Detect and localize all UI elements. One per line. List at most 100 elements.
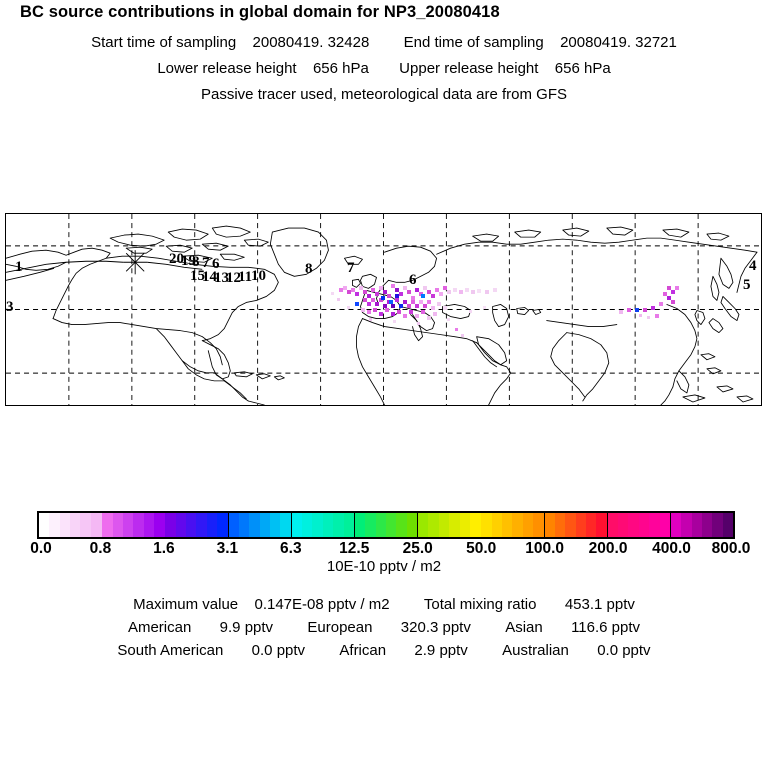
colorbar-step [670, 513, 682, 537]
colorbar-tick-label: 100.0 [525, 540, 565, 557]
sampling-time-row: Start time of sampling 20080419. 32428 E… [0, 34, 768, 51]
max-value-value: 0.147E-08 pptv / m2 [254, 596, 390, 613]
release-height-row: Lower release height 656 hPa Upper relea… [0, 60, 768, 77]
start-time-value: 20080419. 32428 [252, 34, 370, 51]
colorbar-step [554, 513, 566, 537]
colorbar-step [522, 513, 534, 537]
colorbar-step [607, 513, 619, 537]
colorbar-tick-label: 0.8 [89, 540, 112, 557]
colorbar-tick-label: 200.0 [588, 540, 628, 557]
max-value-label: Maximum value [133, 596, 239, 613]
end-time-label: End time of sampling [403, 34, 544, 51]
colorbar-step [722, 513, 734, 537]
colorbar-step [469, 513, 481, 537]
colorbar-tick-label: 25.0 [402, 540, 433, 557]
colorbar-step [596, 513, 608, 537]
trajectory-label: 19 [181, 253, 196, 269]
end-time-value: 20080419. 32721 [560, 34, 677, 51]
colorbar-step [154, 513, 165, 537]
colorbar-step [49, 513, 61, 537]
colorbar-step [259, 513, 271, 537]
colorbar-step [39, 513, 50, 537]
colorbar-step [333, 513, 344, 537]
colorbar-step [459, 513, 471, 537]
concentration-plume [6, 214, 761, 405]
colorbar-step [638, 513, 650, 537]
colorbar-segment [418, 513, 482, 537]
colorbar-segment [165, 513, 229, 537]
colorbar-segment [228, 513, 292, 537]
colorbar-tick-label: 50.0 [466, 540, 497, 557]
upper-height-label: Upper release height [399, 60, 539, 77]
colorbar-step [575, 513, 587, 537]
colorbar-step [418, 513, 429, 537]
colorbar-step [112, 513, 124, 537]
colorbar-step [585, 513, 597, 537]
colorbar-step [396, 513, 408, 537]
colorbar-step [428, 513, 440, 537]
region-label-australian: Australian [502, 642, 569, 659]
trajectory-label: 3 [6, 299, 14, 315]
colorbar-segment [481, 513, 545, 537]
upper-height-value: 656 hPa [554, 60, 611, 77]
map-svg [6, 214, 761, 405]
colorbar-segment [291, 513, 355, 537]
tracer-note: Passive tracer used, meteorological data… [201, 86, 567, 103]
stats-row-regions-1: American 9.9 pptv European 320.3 pptv As… [0, 619, 768, 636]
colorbar-step [122, 513, 134, 537]
colorbar-step [354, 513, 366, 537]
colorbar-tick-label: 12.5 [339, 540, 370, 557]
trajectory-label: 12 [226, 270, 241, 286]
colorbar-step [186, 513, 197, 537]
colorbar-step [270, 513, 281, 537]
trajectory-label: 20 [169, 251, 184, 267]
colorbar-gradient [37, 511, 735, 539]
trajectory-label: 8 [192, 254, 200, 270]
region-value-american: 9.9 pptv [219, 619, 274, 636]
colorbar-segment [39, 513, 103, 537]
lower-height-label: Lower release height [157, 60, 297, 77]
colorbar-step [618, 513, 629, 537]
trajectory-label: 5 [743, 277, 751, 293]
colorbar-step [533, 513, 544, 537]
region-label-american: American [127, 619, 192, 636]
world-map-panel: 1 3 20 19 8 7 6 15 14 13 12 11 10 8 7 6 … [5, 213, 762, 406]
colorbar-step [165, 513, 177, 537]
colorbar-tick-label: 3.1 [216, 540, 239, 557]
region-label-south-american: South American [117, 642, 224, 659]
colorbar-step [449, 513, 460, 537]
colorbar: 0.0 0.8 1.6 3.1 6.3 12.5 25.0 50.0 100.0 200.0 400… [30, 511, 750, 557]
trajectory-label: 13 [214, 270, 229, 286]
trajectory-label: 4 [749, 258, 757, 274]
colorbar-step [206, 513, 218, 537]
colorbar-step [438, 513, 450, 537]
stats-row-regions-2: South American 0.0 pptv African 2.9 pptv… [0, 642, 768, 659]
colorbar-segment [670, 513, 734, 537]
colorbar-step [512, 513, 524, 537]
region-value-asian: 116.6 pptv [571, 619, 641, 636]
colorbar-segment [102, 513, 166, 537]
colorbar-step [375, 513, 387, 537]
colorbar-step [133, 513, 145, 537]
trajectory-label: 15 [190, 268, 205, 284]
colorbar-step [175, 513, 187, 537]
colorbar-step [80, 513, 92, 537]
trajectory-label: 1 [15, 259, 23, 275]
colorbar-step [217, 513, 228, 537]
trajectory-path [6, 260, 203, 281]
start-time-label: Start time of sampling [91, 34, 237, 51]
colorbar-tick-label: 400.0 [652, 540, 691, 557]
region-value-african: 2.9 pptv [414, 642, 468, 659]
colorbar-step [406, 513, 418, 537]
colorbar-step [312, 513, 324, 537]
colorbar-step [565, 513, 576, 537]
coastlines [6, 225, 758, 405]
trajectory-label: 14 [202, 269, 217, 285]
colorbar-step [659, 513, 671, 537]
colorbar-step [238, 513, 250, 537]
lower-height-value: 656 hPa [312, 60, 369, 77]
colorbar-step [102, 513, 113, 537]
trajectory-label: 8 [305, 261, 313, 277]
colorbar-tick-label: 6.3 [280, 540, 302, 557]
